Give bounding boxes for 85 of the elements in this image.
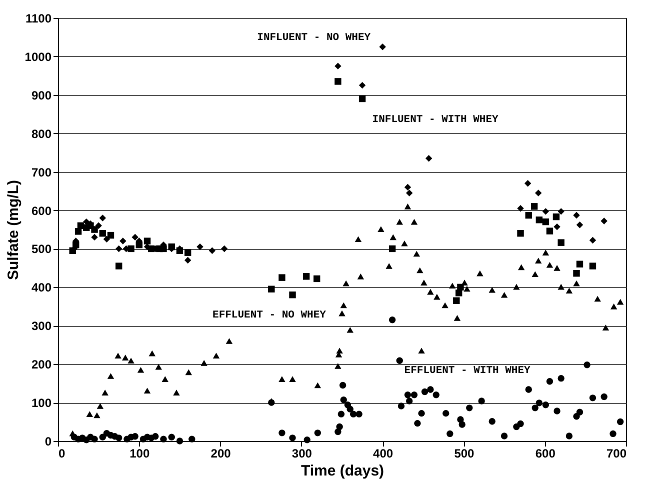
x-axis-title: Time (days) [300, 462, 384, 480]
y-tick-label: 600 [31, 204, 52, 218]
point [530, 203, 538, 210]
annotation: INFLUENT - NO WHEY [257, 32, 372, 44]
point [358, 82, 366, 89]
point [184, 249, 192, 256]
point [132, 234, 138, 241]
point [91, 226, 98, 233]
point [91, 234, 98, 241]
point [524, 180, 532, 187]
point [525, 212, 532, 219]
point [542, 218, 550, 226]
point [220, 245, 228, 252]
point [116, 262, 122, 270]
point [99, 230, 106, 237]
y-tick-label: 1100 [25, 12, 52, 26]
point [334, 62, 342, 70]
point [554, 223, 560, 230]
point [72, 242, 80, 248]
point [278, 274, 286, 281]
point [542, 208, 550, 215]
point [453, 297, 460, 304]
y-tick-label: 700 [31, 165, 52, 180]
point [573, 270, 580, 277]
x-tick-label: 500 [454, 446, 475, 460]
point [546, 228, 554, 234]
y-tick-label: 300 [31, 319, 52, 334]
point [160, 245, 167, 252]
x-tick-label: 700 [606, 446, 627, 460]
point [536, 216, 543, 224]
y-tick-label: 800 [31, 126, 52, 141]
y-tick-label: 900 [31, 88, 52, 102]
point [107, 232, 114, 239]
y-tick-label: 500 [31, 242, 52, 256]
point [148, 245, 155, 252]
point [358, 95, 366, 102]
point [576, 222, 584, 228]
point [576, 260, 584, 268]
point [388, 245, 396, 252]
point [136, 242, 142, 248]
point [196, 243, 204, 250]
point [406, 190, 413, 196]
point [302, 273, 310, 280]
point [103, 236, 110, 242]
annotation: EFFLUENT - NO WHEY [212, 309, 327, 322]
point [589, 262, 596, 270]
y-tick-label: 100 [31, 396, 52, 410]
y-tick-label: 0 [44, 434, 52, 448]
point [379, 43, 386, 50]
annotation: INFLUENT - WITH WHEY [372, 114, 500, 126]
point [457, 284, 464, 291]
x-tick-label: 400 [373, 446, 394, 460]
x-tick-label: 100 [130, 446, 150, 460]
x-tick-label: 0 [58, 446, 66, 460]
x-tick-label: 200 [210, 446, 232, 460]
y-tick-label: 200 [31, 358, 52, 372]
point [517, 204, 524, 212]
point [128, 245, 134, 252]
point [404, 184, 412, 191]
x-tick-label: 300 [292, 446, 312, 460]
point [573, 212, 580, 219]
point [289, 292, 296, 298]
point [425, 155, 432, 162]
point [558, 208, 564, 215]
point [268, 286, 275, 292]
point [74, 228, 82, 235]
point [208, 247, 216, 254]
point [552, 213, 560, 220]
y-tick-label: 1000 [24, 50, 52, 64]
point [334, 78, 342, 85]
point [589, 236, 596, 244]
point [120, 238, 126, 244]
point [184, 256, 192, 264]
point [558, 239, 564, 246]
point [116, 245, 122, 252]
y-tick-label: 400 [31, 280, 52, 295]
point [99, 214, 106, 222]
point [535, 190, 542, 196]
y-axis-title: Sulfate (mg/L) [4, 180, 22, 280]
annotation: EFFLUENT - WITH WHEY [404, 365, 532, 378]
point [600, 218, 608, 224]
point [517, 230, 524, 237]
point [313, 275, 320, 282]
point [144, 238, 151, 244]
x-tick-label: 600 [535, 446, 556, 460]
